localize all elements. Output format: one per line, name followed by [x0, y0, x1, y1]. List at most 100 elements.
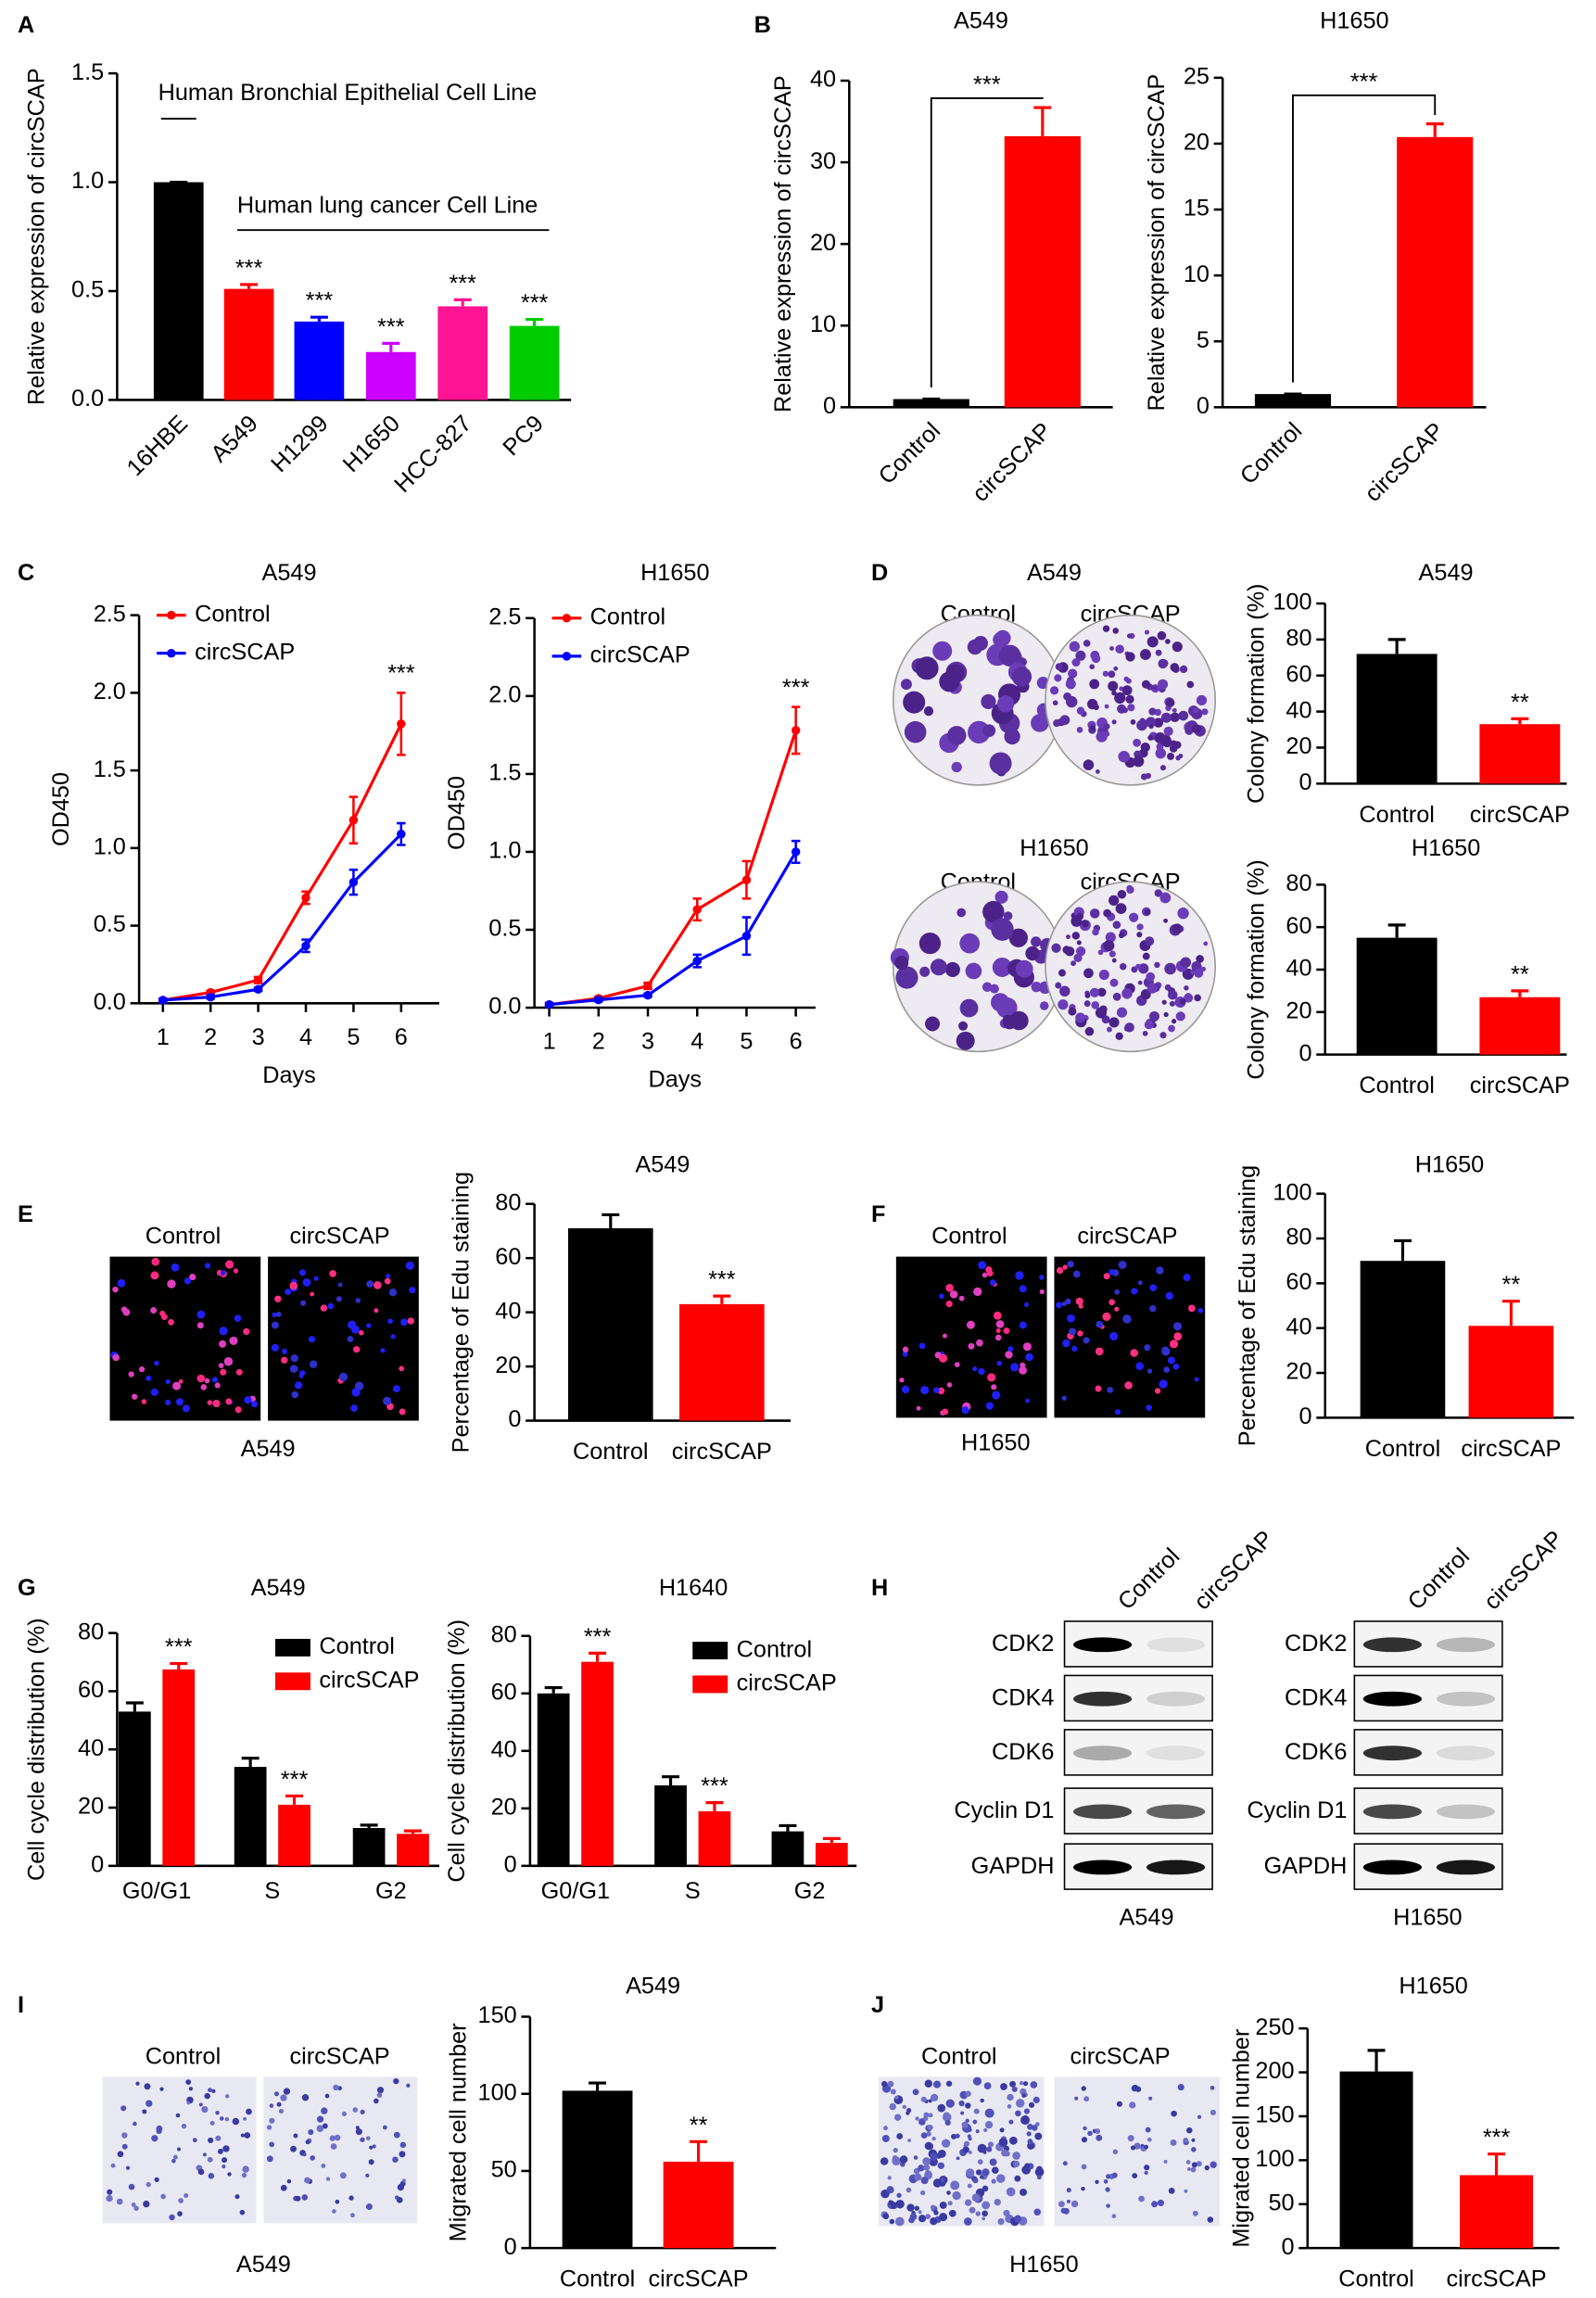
cell	[943, 2112, 950, 2119]
colony	[1075, 946, 1086, 957]
cell	[154, 2177, 159, 2182]
colony	[1155, 747, 1167, 759]
nucleus	[899, 1378, 905, 1383]
bar	[1254, 394, 1332, 408]
colony	[1009, 1010, 1029, 1031]
cell	[927, 2124, 933, 2130]
legend-swatch	[692, 1642, 728, 1660]
micrograph	[263, 2076, 418, 2224]
nucleus	[234, 1406, 242, 1414]
bar	[698, 1810, 731, 1866]
cell	[996, 2174, 1006, 2183]
colony	[1071, 932, 1081, 940]
cell	[301, 2093, 310, 2101]
x-tick-label: H1299	[266, 411, 333, 477]
nucleus	[1075, 1297, 1083, 1305]
chart-title: A549	[1419, 560, 1474, 586]
blot-band	[1146, 1804, 1206, 1820]
nucleus	[1172, 1363, 1180, 1370]
cell	[939, 2213, 948, 2222]
colony	[1051, 943, 1061, 953]
colony	[1184, 993, 1194, 1003]
cell	[181, 2123, 187, 2129]
colony	[1011, 667, 1032, 687]
bar	[1004, 135, 1081, 408]
nucleus	[220, 1368, 227, 1376]
colony	[1104, 704, 1109, 709]
nucleus	[150, 1307, 158, 1314]
cell	[241, 2172, 247, 2178]
y-tick-label: 40	[78, 1735, 104, 1761]
nucleus	[902, 1346, 909, 1352]
colony	[1089, 679, 1100, 690]
cell	[980, 2175, 984, 2179]
cell	[143, 2200, 150, 2208]
colony	[1180, 957, 1192, 968]
cell	[1034, 2167, 1045, 2177]
cell	[956, 2156, 960, 2161]
y-tick-label: 0.0	[488, 994, 521, 1020]
cell	[940, 2177, 945, 2183]
cell	[923, 2112, 930, 2118]
nucleus	[1072, 1270, 1081, 1278]
y-tick-label: 100	[478, 2079, 517, 2105]
cell	[222, 2165, 226, 2169]
colony	[1108, 950, 1116, 958]
colony	[1127, 704, 1135, 712]
bar	[581, 1661, 614, 1866]
cell	[883, 2126, 888, 2131]
legend-label: Control	[319, 1633, 394, 1659]
cell	[406, 2083, 411, 2089]
chart-title: H1650	[1415, 1151, 1484, 1177]
nucleus	[987, 1373, 996, 1382]
colony	[1130, 719, 1136, 725]
nucleus	[943, 1333, 947, 1339]
nucleus	[189, 1273, 196, 1281]
cell	[977, 2159, 983, 2165]
y-tick-label: 100	[1255, 2146, 1294, 2172]
nucleus	[309, 1360, 318, 1368]
cell	[1007, 2104, 1012, 2109]
cell	[896, 2192, 902, 2198]
bar	[893, 399, 969, 408]
cell	[177, 2147, 181, 2152]
cell	[1151, 2201, 1159, 2208]
cell	[951, 2133, 957, 2139]
y-tick-label: 60	[1286, 913, 1311, 939]
nucleus	[171, 1263, 180, 1272]
cell	[887, 2080, 894, 2088]
error-bar	[240, 283, 259, 289]
image-heading: H1650	[1020, 835, 1088, 861]
y-tick-label: 15	[1184, 196, 1210, 222]
cell	[937, 2103, 946, 2113]
cell	[399, 2141, 407, 2149]
y-tick-label: 20	[1286, 1359, 1311, 1385]
cell	[208, 2173, 215, 2179]
y-tick-label: 1.5	[488, 760, 521, 786]
y-axis-label: Relative expression of circSCAP	[23, 68, 49, 405]
nucleus	[1024, 1301, 1030, 1307]
colony	[994, 890, 1008, 904]
colony	[1168, 990, 1178, 1000]
nucleus	[1124, 1381, 1133, 1390]
y-tick-label: 10	[1184, 261, 1210, 287]
colony	[939, 671, 960, 692]
nucleus	[1159, 1379, 1168, 1389]
blot-band	[1436, 1804, 1495, 1820]
nucleus	[235, 1368, 243, 1376]
error-bar	[1367, 2049, 1386, 2072]
colony	[1109, 646, 1114, 651]
nucleus	[991, 1384, 997, 1390]
chart-title: H1640	[659, 1575, 728, 1601]
cell	[301, 2194, 309, 2201]
nucleus	[172, 1381, 182, 1390]
nucleus	[1062, 1339, 1070, 1348]
cell	[146, 2100, 153, 2107]
nucleus	[1005, 1351, 1013, 1359]
cell	[997, 2217, 1005, 2226]
error-bar	[170, 1662, 188, 1670]
colony	[1102, 625, 1110, 632]
cell	[1191, 2147, 1197, 2152]
cell	[932, 2080, 942, 2089]
cell	[912, 2089, 919, 2096]
